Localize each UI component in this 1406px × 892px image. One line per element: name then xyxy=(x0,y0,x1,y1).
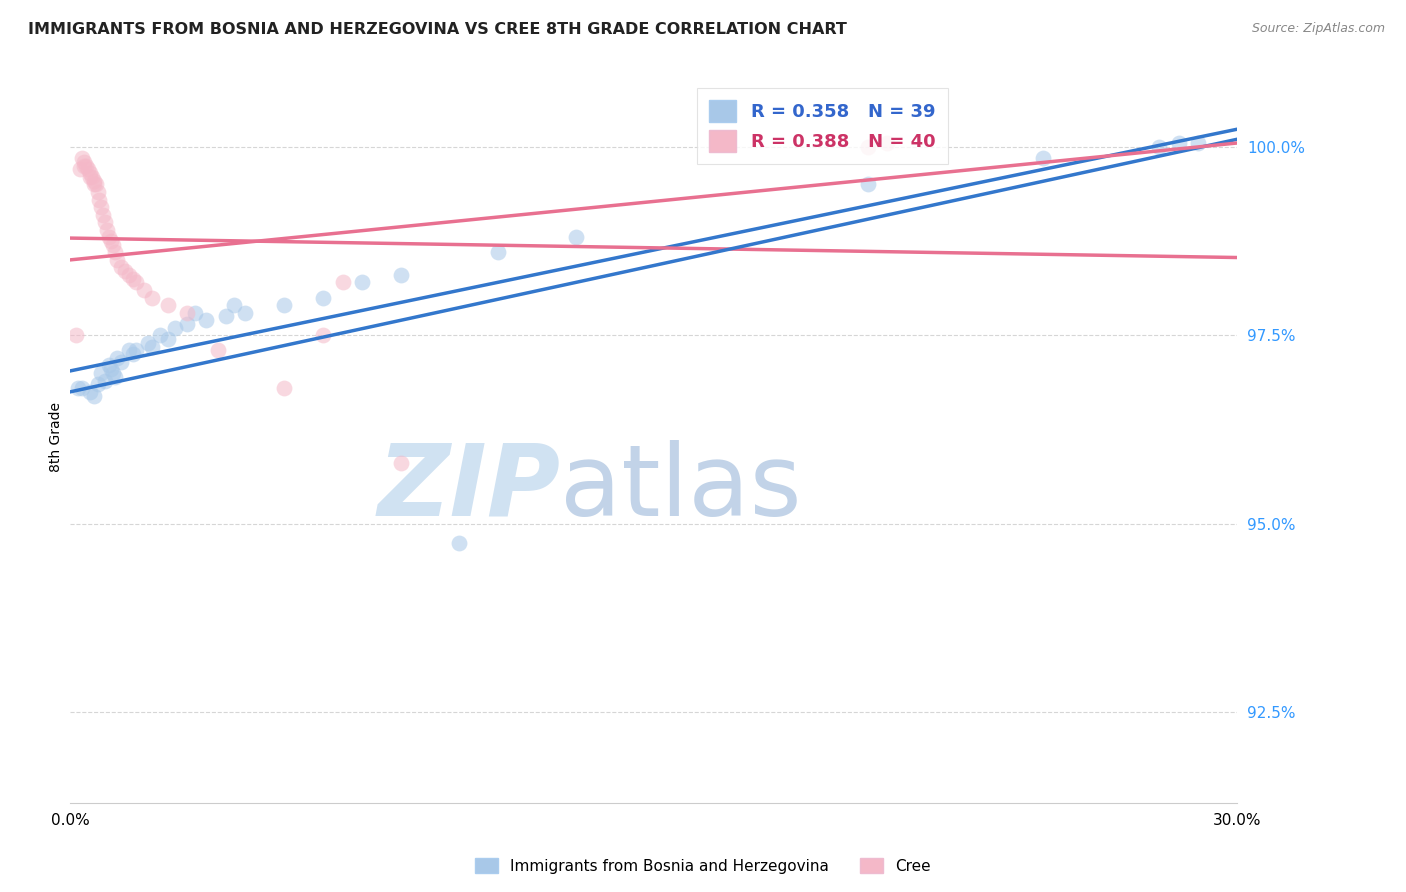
Point xyxy=(449,535,471,549)
Point xyxy=(136,335,159,350)
Point xyxy=(100,362,122,376)
Point xyxy=(73,154,96,169)
Point xyxy=(67,381,90,395)
Point xyxy=(86,185,108,199)
Point xyxy=(312,328,335,343)
Point xyxy=(73,159,96,173)
Point xyxy=(79,169,101,184)
Point xyxy=(90,200,112,214)
Point xyxy=(96,223,118,237)
Y-axis label: 8th Grade: 8th Grade xyxy=(49,402,63,472)
Point xyxy=(70,381,93,395)
Point xyxy=(70,151,93,165)
Point xyxy=(118,343,141,358)
Point xyxy=(100,234,122,248)
Point xyxy=(389,268,412,282)
Point xyxy=(215,310,238,324)
Point xyxy=(84,178,107,192)
Point xyxy=(83,178,105,192)
Point xyxy=(1187,136,1209,150)
Point xyxy=(149,328,172,343)
Point xyxy=(207,343,229,358)
Point xyxy=(83,174,105,188)
Point xyxy=(156,298,179,312)
Point xyxy=(80,169,103,184)
Point xyxy=(105,252,128,267)
Text: IMMIGRANTS FROM BOSNIA AND HERZEGOVINA VS CREE 8TH GRADE CORRELATION CHART: IMMIGRANTS FROM BOSNIA AND HERZEGOVINA V… xyxy=(28,22,846,37)
Point xyxy=(114,264,136,278)
Point xyxy=(389,457,412,471)
Point xyxy=(110,354,132,368)
Point xyxy=(79,166,101,180)
Point xyxy=(233,306,256,320)
Point xyxy=(565,230,588,244)
Point xyxy=(352,276,374,290)
Point xyxy=(93,208,115,222)
Point xyxy=(1167,136,1189,150)
Point xyxy=(176,306,198,320)
Point xyxy=(69,162,91,177)
Point xyxy=(118,268,141,282)
Point xyxy=(104,369,127,384)
Point xyxy=(273,298,295,312)
Point xyxy=(65,328,87,343)
Point xyxy=(222,298,245,312)
Point xyxy=(195,313,218,327)
Point xyxy=(121,271,143,285)
Text: ZIP: ZIP xyxy=(377,440,561,537)
Point xyxy=(125,343,148,358)
Point xyxy=(125,276,148,290)
Point xyxy=(101,237,124,252)
Point xyxy=(876,136,898,150)
Point xyxy=(312,291,335,305)
Point xyxy=(98,359,121,373)
Point xyxy=(165,320,187,334)
Point xyxy=(83,389,105,403)
Point xyxy=(134,283,156,297)
Text: atlas: atlas xyxy=(561,440,801,537)
Text: Source: ZipAtlas.com: Source: ZipAtlas.com xyxy=(1251,22,1385,36)
Point xyxy=(90,366,112,380)
Point xyxy=(98,230,121,244)
Point xyxy=(79,384,101,399)
Point xyxy=(1149,140,1171,154)
Point xyxy=(110,260,132,275)
Point xyxy=(76,162,98,177)
Point xyxy=(273,381,295,395)
Legend: R = 0.358   N = 39, R = 0.388   N = 40: R = 0.358 N = 39, R = 0.388 N = 40 xyxy=(697,87,948,164)
Point xyxy=(104,245,127,260)
Legend: Immigrants from Bosnia and Herzegovina, Cree: Immigrants from Bosnia and Herzegovina, … xyxy=(470,852,936,880)
Point xyxy=(332,276,354,290)
Point xyxy=(101,366,124,380)
Point xyxy=(156,332,179,346)
Point xyxy=(856,178,879,192)
Point xyxy=(1032,151,1054,165)
Point xyxy=(89,193,111,207)
Point xyxy=(176,317,198,331)
Point xyxy=(856,140,879,154)
Point xyxy=(75,159,97,173)
Point xyxy=(121,347,143,361)
Point xyxy=(486,245,509,260)
Point xyxy=(141,291,163,305)
Point xyxy=(141,340,163,354)
Point xyxy=(94,215,117,229)
Point xyxy=(184,306,207,320)
Point xyxy=(86,377,108,392)
Point xyxy=(105,351,128,365)
Point xyxy=(94,374,117,388)
